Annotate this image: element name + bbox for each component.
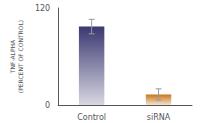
svg-text:0: 0 xyxy=(45,101,50,110)
svg-text:Control: Control xyxy=(77,113,106,122)
svg-text:siRNA: siRNA xyxy=(147,113,171,122)
svg-text:TNF-ALPHA: TNF-ALPHA xyxy=(9,39,16,74)
svg-text:(PERCENT OF CONTROL): (PERCENT OF CONTROL) xyxy=(17,20,24,93)
svg-text:120: 120 xyxy=(35,4,50,13)
